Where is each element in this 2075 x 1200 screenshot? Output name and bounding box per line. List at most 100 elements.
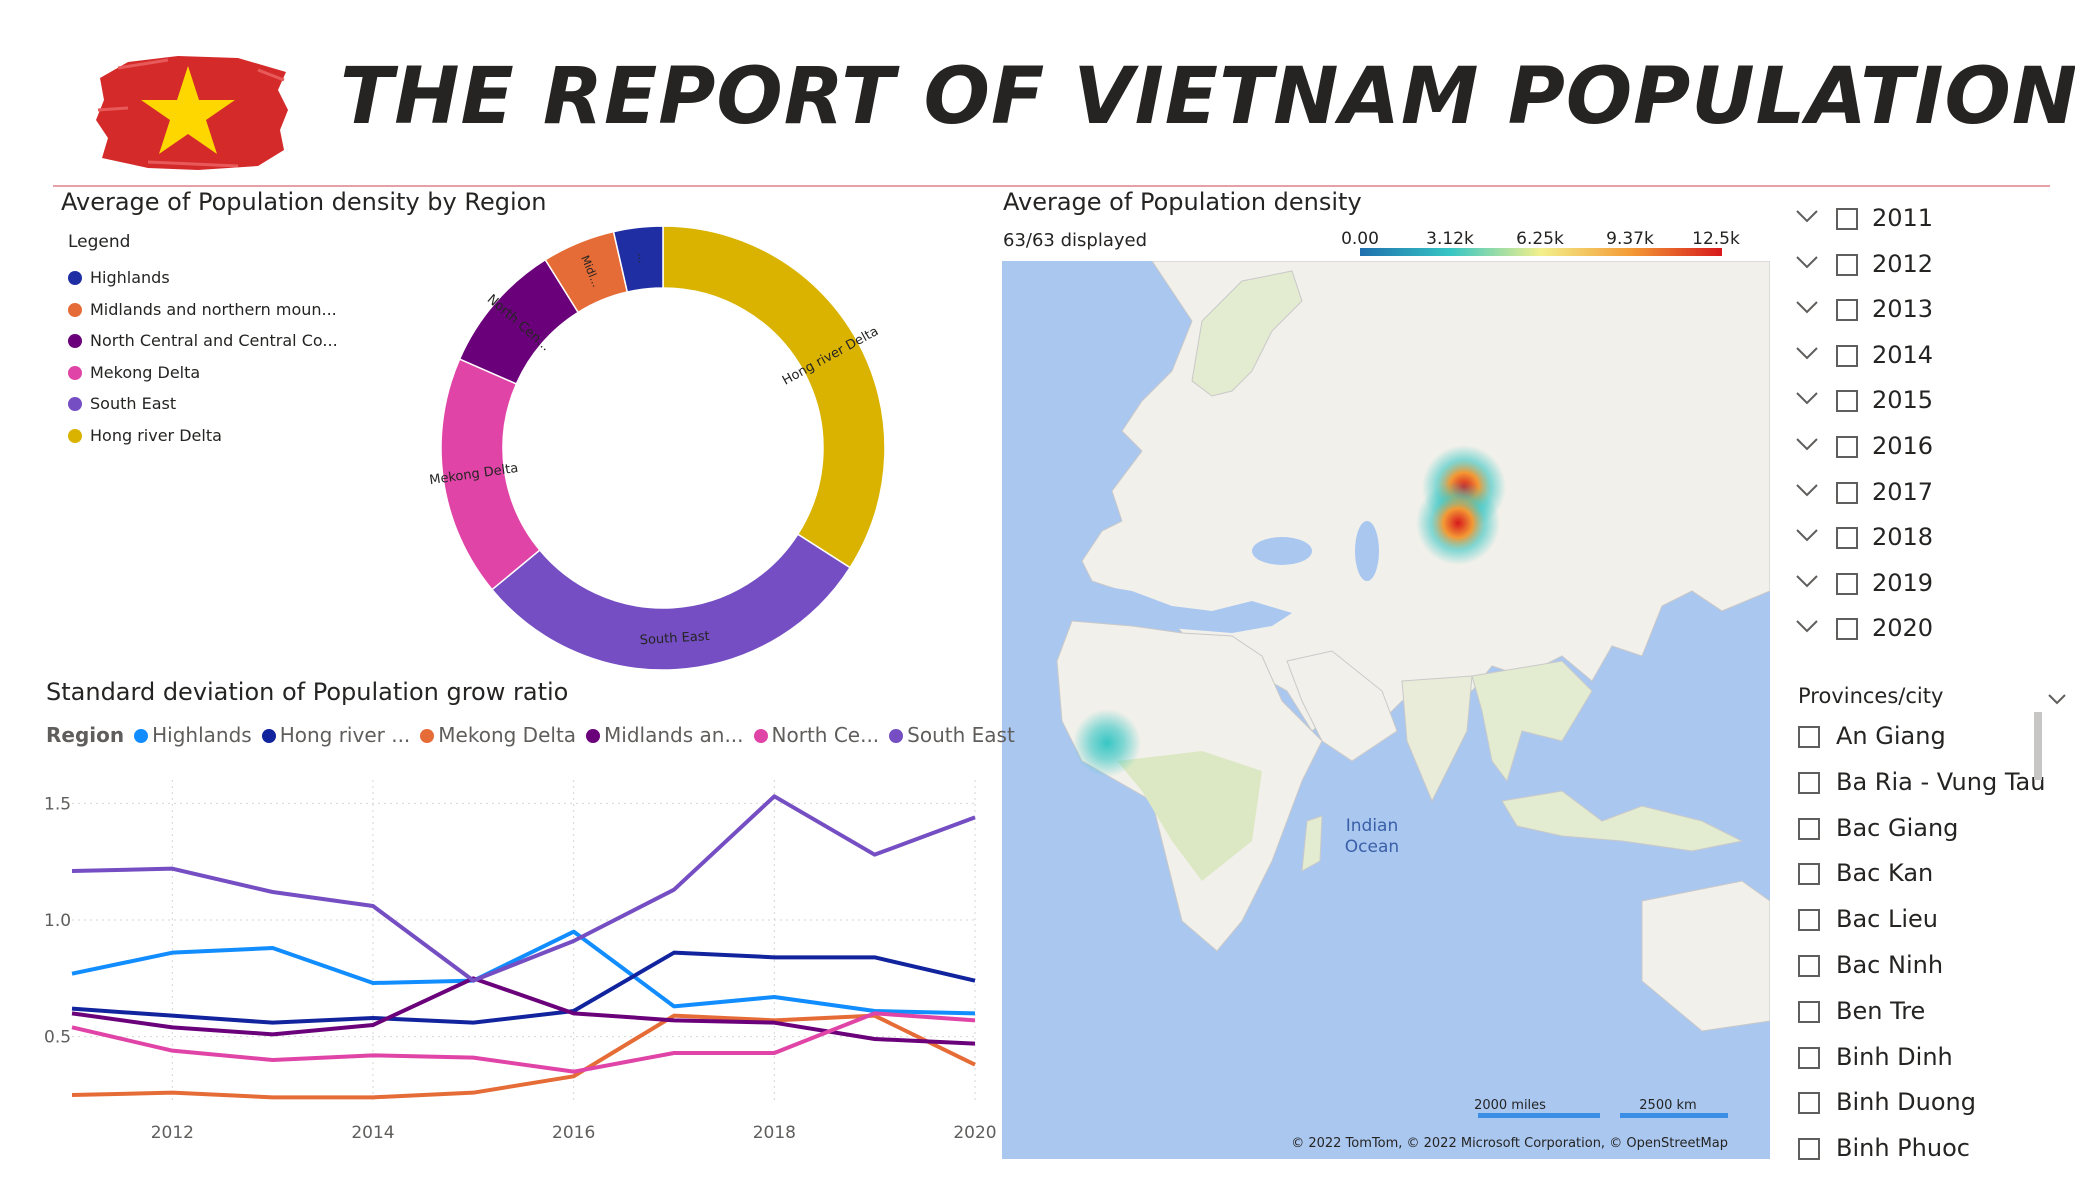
chevron-down-icon[interactable] [1794, 297, 1820, 317]
legend-item[interactable]: North Ce... [753, 723, 880, 747]
legend-label: Highlands [90, 268, 170, 287]
y-tick-label: 1.5 [44, 794, 71, 814]
legend-item[interactable]: Midlands an... [586, 723, 744, 747]
ocean-label: Ocean [1345, 837, 1399, 857]
chevron-down-icon[interactable] [2046, 690, 2068, 708]
series-line[interactable] [71, 1011, 976, 1074]
legend-label: Mekong Delta [90, 362, 201, 382]
legend-title: Region [46, 723, 125, 747]
year-checkbox[interactable] [1836, 527, 1858, 550]
scale-bar-km [1620, 1113, 1728, 1118]
province-checkbox[interactable] [1798, 955, 1820, 977]
year-checkbox[interactable] [1836, 481, 1858, 504]
donut-legend-title: Legend [68, 232, 131, 252]
legend-item[interactable]: Hong river ... [261, 723, 410, 747]
x-tick-label: 2016 [552, 1123, 595, 1143]
chevron-down-icon[interactable] [1794, 206, 1820, 226]
legend-item[interactable]: Highlands [134, 723, 252, 747]
legend-label: North Ce... [771, 723, 880, 747]
year-label: 2017 [1872, 477, 1934, 506]
legend-marker [134, 729, 149, 743]
map-attribution: © 2022 TomTom, © 2022 Microsoft Corporat… [1291, 1136, 1728, 1151]
legend-marker [261, 729, 276, 743]
legend-item[interactable]: South East [889, 723, 1015, 747]
legend-item[interactable]: Mekong Delta [68, 363, 200, 387]
province-slicer-scrollbar[interactable] [2034, 712, 2042, 780]
province-checkbox[interactable] [1798, 1000, 1820, 1023]
southeast-asia-landmass [1471, 660, 1593, 783]
line-chart-legend: Region Highlands Hong river ... Mekong Delt… [46, 723, 1025, 751]
legend-label: South East [90, 394, 177, 413]
legend-item[interactable]: Highlands [68, 268, 170, 292]
year-checkbox[interactable] [1836, 436, 1858, 458]
province-slicer-header[interactable]: Provinces/city [1798, 684, 2068, 714]
legend-item[interactable]: Midlands and northern moun... [68, 300, 337, 324]
legend-marker [420, 729, 435, 743]
series-line[interactable] [71, 950, 976, 1025]
arabia-landmass [1286, 650, 1398, 762]
scale-tick: 6.25k [1516, 229, 1564, 249]
province-label: Bac Giang [1836, 813, 1959, 842]
map-title: Average of Population density [1003, 188, 1362, 216]
legend-item[interactable]: Mekong Delta [420, 723, 576, 747]
legend-marker [68, 397, 82, 411]
year-checkbox[interactable] [1836, 253, 1858, 276]
chevron-down-icon[interactable] [1794, 434, 1820, 454]
chevron-down-icon[interactable] [1794, 252, 1820, 272]
scale-tick: 0.00 [1341, 229, 1379, 249]
legend-marker [753, 729, 768, 743]
legend-label: Mekong Delta [438, 723, 577, 747]
map-displayed-count: 63/63 displayed [1003, 230, 1148, 251]
province-label: Binh Dinh [1836, 1042, 1953, 1071]
central-africa-vegetation [1117, 751, 1262, 881]
line-chart[interactable]: 0.5 1.0 1.5 2012 2014 2016 2018 2020 [30, 760, 1000, 1160]
year-checkbox[interactable] [1836, 618, 1858, 641]
series-line[interactable] [71, 976, 976, 1046]
donut-slice[interactable] [662, 225, 886, 569]
series-line[interactable] [71, 794, 976, 983]
province-checkbox[interactable] [1798, 863, 1820, 886]
donut-slice[interactable] [490, 533, 852, 671]
legend-label: South East [907, 723, 1015, 747]
province-checkbox[interactable] [1798, 726, 1820, 748]
legend-label: Highlands [152, 723, 252, 747]
province-checkbox[interactable] [1798, 771, 1820, 794]
map-color-scale: 0.00 3.12k 6.25k 9.37k 12.5k [1341, 229, 1740, 256]
legend-marker [68, 271, 82, 285]
series-line[interactable] [71, 929, 976, 1016]
chevron-down-icon[interactable] [1794, 571, 1820, 591]
year-checkbox[interactable] [1836, 208, 1858, 230]
province-label: Binh Duong [1836, 1088, 1977, 1117]
province-label: Bac Lieu [1836, 905, 1939, 934]
province-checkbox[interactable] [1798, 817, 1820, 840]
province-checkbox[interactable] [1798, 909, 1820, 932]
chevron-down-icon[interactable] [1794, 616, 1820, 636]
province-checkbox[interactable] [1798, 1092, 1820, 1115]
chevron-down-icon[interactable] [1794, 388, 1820, 408]
caspian-sea [1355, 521, 1379, 581]
scale-tick: 12.5k [1692, 229, 1740, 249]
year-checkbox[interactable] [1836, 299, 1858, 322]
chevron-down-icon[interactable] [1794, 480, 1820, 500]
chevron-down-icon[interactable] [1794, 343, 1820, 363]
chevron-down-icon[interactable] [1794, 525, 1820, 545]
legend-item[interactable]: North Central and Central Co... [68, 331, 338, 355]
legend-marker [586, 729, 601, 743]
india-landmass [1401, 675, 1473, 803]
year-checkbox[interactable] [1836, 572, 1858, 595]
legend-item[interactable]: South East [68, 394, 176, 418]
legend-item[interactable]: Hong river Delta [68, 426, 222, 450]
province-label: Ben Tre [1836, 996, 1926, 1025]
heat-map[interactable]: Indian Ocean 2000 miles 2500 km © 2022 T… [1002, 261, 1770, 1159]
province-checkbox[interactable] [1798, 1046, 1820, 1069]
province-label: Bac Kan [1836, 859, 1934, 888]
series-line[interactable] [71, 1013, 976, 1100]
mediterranean-sea [1072, 581, 1292, 633]
province-checkbox[interactable] [1798, 1138, 1820, 1161]
year-checkbox[interactable] [1836, 390, 1858, 413]
legend-marker [68, 334, 82, 348]
donut-slice[interactable] [612, 225, 664, 293]
x-tick-label: 2014 [351, 1123, 394, 1143]
year-checkbox[interactable] [1836, 344, 1858, 367]
